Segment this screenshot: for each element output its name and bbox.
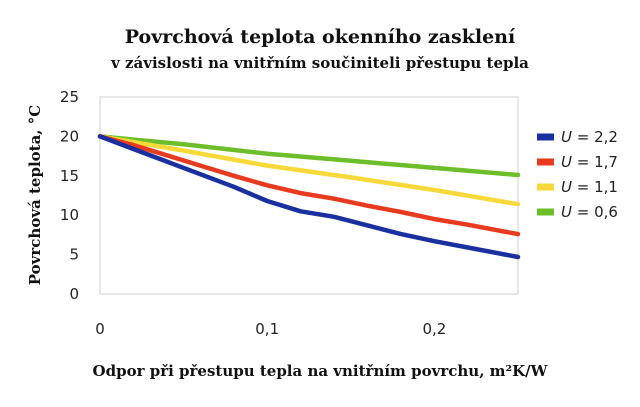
x-tick-label: 0,1 bbox=[255, 320, 279, 338]
series-line bbox=[97, 134, 521, 178]
y-tick-label: 20 bbox=[60, 127, 79, 145]
series-line bbox=[97, 134, 521, 237]
x-tick-label: 0,2 bbox=[422, 320, 446, 338]
legend-label: U = 1,7 bbox=[561, 153, 618, 171]
x-axis-title: Odpor při přestupu tepla na vnitřním pov… bbox=[93, 362, 549, 380]
legend-swatch bbox=[537, 158, 554, 166]
legend-label: U = 0,6 bbox=[561, 203, 618, 221]
legend-swatch bbox=[537, 183, 554, 191]
legend-label: U = 2,2 bbox=[561, 128, 618, 146]
y-tick-label: 25 bbox=[60, 88, 79, 106]
y-tick-label: 5 bbox=[69, 246, 79, 264]
plot-frame bbox=[99, 96, 519, 295]
y-tick-label: 15 bbox=[60, 167, 79, 185]
y-tick-label: 0 bbox=[69, 285, 79, 303]
y-tick-label: 10 bbox=[60, 206, 79, 224]
y-axis-title: Povrchová teplota, °C bbox=[26, 105, 44, 285]
chart-subtitle: v závislosti na vnitřním součiniteli pře… bbox=[111, 54, 529, 72]
series-line bbox=[97, 134, 521, 207]
legend-swatch bbox=[537, 208, 554, 216]
legend-label: U = 1,1 bbox=[561, 178, 618, 196]
x-tick-label: 0 bbox=[95, 320, 105, 338]
series-line bbox=[97, 134, 521, 260]
chart-title: Povrchová teplota okenního zasklení bbox=[124, 26, 516, 48]
legend-swatch bbox=[537, 133, 554, 141]
